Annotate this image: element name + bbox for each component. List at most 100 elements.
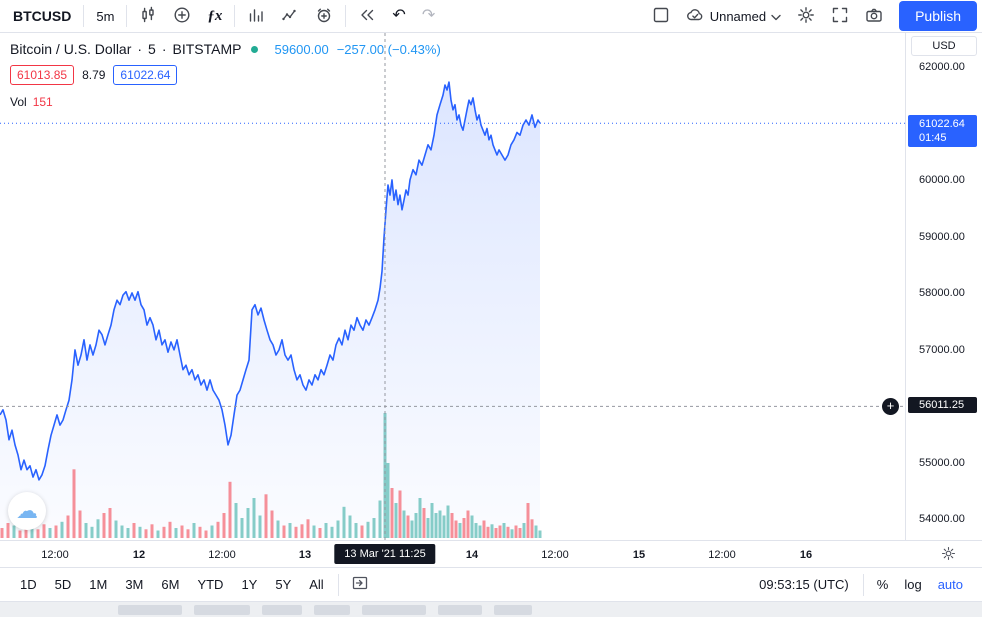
range-button-6m[interactable]: 6M (153, 572, 187, 597)
volume-bar (526, 503, 530, 538)
tradingview-logo[interactable]: ☁ (8, 492, 46, 530)
volume-bar (150, 524, 154, 539)
volume-bar (288, 523, 292, 538)
volume-label[interactable]: Vol (10, 95, 27, 109)
volume-bar (414, 513, 418, 538)
volume-value: 151 (32, 95, 53, 109)
volume-bar (336, 520, 340, 538)
volume-bar (18, 530, 22, 538)
bottom-toolbar: 1D 5D 1M 3M 6M YTD 1Y 5Y All 09:53:15 (UTC) % lo… (0, 568, 982, 602)
volume-bar (486, 526, 490, 539)
camera-icon (865, 6, 883, 27)
last-price-badge: 61022.64 01:45 (908, 115, 977, 148)
price-scale[interactable]: USD 62000.00 60000.00 59000.00 58000.00 5700… (905, 33, 982, 540)
symbol-button[interactable]: BTCUSD (5, 4, 79, 28)
bid-price-box: 61013.85 (10, 65, 75, 85)
range-button-1y[interactable]: 1Y (233, 572, 265, 597)
snapshot-button[interactable] (857, 2, 891, 31)
clock-button[interactable]: 09:53:15 (UTC) (751, 572, 857, 597)
bottom-separator (862, 573, 864, 596)
volume-bar (234, 503, 238, 538)
replay-button[interactable] (350, 2, 384, 31)
volume-bar (108, 508, 112, 538)
undo-button[interactable]: ↶ (384, 4, 413, 28)
volume-bar (42, 524, 46, 539)
chevron-down-icon (771, 9, 781, 24)
volume-bar (54, 525, 58, 538)
legend-row-main: Bitcoin / U.S. Dollar · 5 · BITSTAMP 596… (10, 41, 441, 57)
axis-settings-button[interactable] (941, 546, 956, 564)
range-button-1d[interactable]: 1D (12, 572, 45, 597)
legend-change: −257.00 (−0.43%) (336, 41, 441, 57)
volume-bar (386, 463, 390, 538)
range-button-all[interactable]: All (301, 572, 331, 597)
volume-bar (174, 528, 178, 538)
volume-bar (426, 518, 430, 538)
range-button-3m[interactable]: 3M (117, 572, 151, 597)
add-alert-plus-button[interactable]: + (882, 397, 899, 415)
volume-bar (434, 513, 438, 538)
price-area-fill (0, 82, 540, 538)
fullscreen-button[interactable] (823, 2, 857, 31)
interval-button[interactable]: 5m (88, 5, 122, 28)
volume-bar (312, 525, 316, 538)
volume-bar (198, 526, 202, 539)
volume-bar (378, 500, 382, 538)
percent-scale-button[interactable]: % (870, 572, 896, 597)
range-button-ytd[interactable]: YTD (189, 572, 231, 597)
volume-bar (270, 510, 274, 538)
bottom-edge-strip (0, 602, 982, 617)
legend-interval[interactable]: 5 (148, 41, 156, 57)
top-toolbar: BTCUSD 5m ƒx ↶ ↷ Unnamed Publish (0, 0, 982, 33)
cloud-logo-icon: ☁ (16, 498, 38, 523)
volume-bar (258, 515, 262, 538)
range-button-5y[interactable]: 5Y (267, 572, 299, 597)
panel-arrow-icon (351, 576, 369, 595)
volume-bar (126, 528, 130, 538)
range-button-1m[interactable]: 1M (81, 572, 115, 597)
save-layout-button[interactable]: Unnamed (678, 2, 789, 31)
volume-bar (72, 469, 76, 539)
time-axis[interactable]: 13 Mar '21 11:25 12:00 12 12:00 13 14 12:00 15… (0, 540, 982, 568)
log-scale-button[interactable]: log (897, 572, 928, 597)
chart-legend: Bitcoin / U.S. Dollar · 5 · BITSTAMP 596… (10, 41, 441, 109)
layout-select-button[interactable] (644, 2, 678, 31)
volume-bar (466, 510, 470, 538)
strip-block (438, 604, 482, 615)
auto-scale-button[interactable]: auto (931, 572, 970, 597)
compare-button[interactable] (165, 2, 199, 31)
fullscreen-icon (831, 6, 849, 27)
volume-bar (366, 521, 370, 539)
volume-bar (422, 508, 426, 538)
alert-button[interactable] (307, 2, 341, 31)
go-to-date-button[interactable] (345, 570, 375, 599)
chart-style-button[interactable] (131, 2, 165, 31)
price-tick: 60000.00 (919, 174, 965, 186)
chart-area[interactable]: Bitcoin / U.S. Dollar · 5 · BITSTAMP 596… (0, 33, 905, 540)
volume-bar (330, 526, 334, 539)
redo-button[interactable]: ↷ (414, 4, 443, 28)
candles-icon (139, 6, 157, 27)
volume-bar (410, 520, 414, 538)
range-button-5d[interactable]: 5D (47, 572, 80, 597)
volume-bar (506, 526, 510, 539)
volume-bar (514, 525, 518, 538)
currency-toggle[interactable]: USD (911, 36, 977, 56)
legend-exchange: BITSTAMP (172, 41, 242, 57)
volume-bar (360, 525, 364, 538)
layout-square-icon (652, 6, 670, 27)
time-label: 12:00 (41, 549, 69, 561)
publish-button[interactable]: Publish (899, 1, 977, 31)
patterns-button[interactable] (273, 2, 307, 31)
volume-bar (144, 529, 148, 539)
legend-symbol-title[interactable]: Bitcoin / U.S. Dollar (10, 41, 132, 57)
settings-button[interactable] (789, 2, 823, 31)
volume-bar (418, 498, 422, 538)
volume-bar (6, 523, 10, 538)
price-chart[interactable] (0, 33, 905, 540)
legend-row-volume: Vol 151 (10, 95, 441, 109)
indicator-templates-button[interactable] (239, 2, 273, 31)
volume-bar (162, 526, 166, 539)
indicators-button[interactable]: ƒx (199, 4, 230, 29)
volume-bar (318, 528, 322, 538)
